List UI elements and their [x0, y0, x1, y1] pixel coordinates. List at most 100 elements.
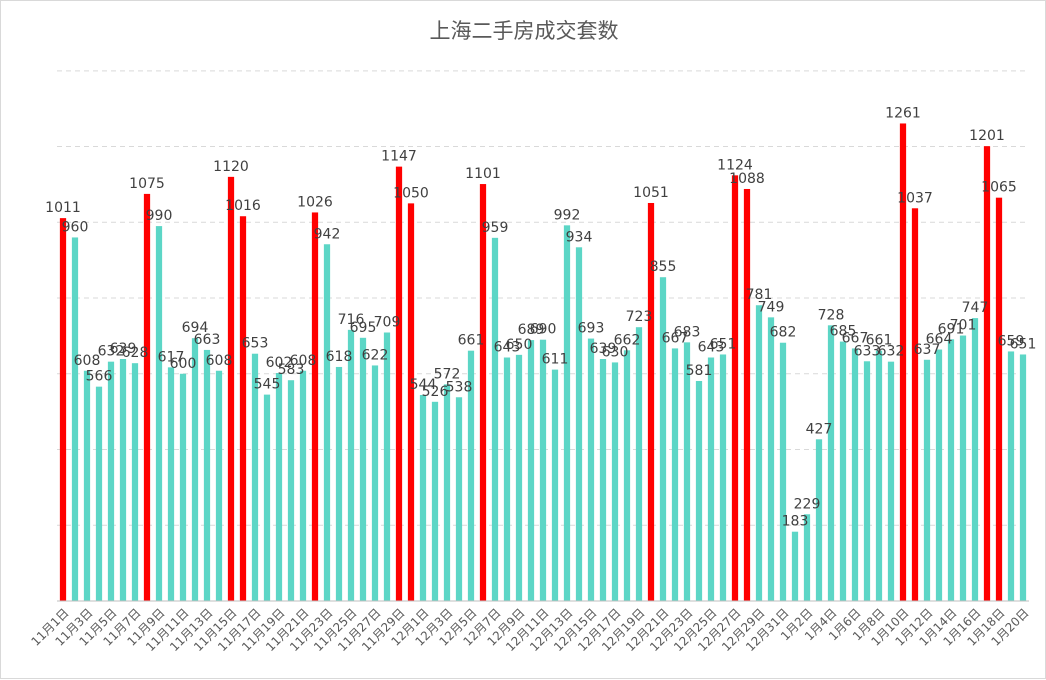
- bar: [443, 384, 451, 601]
- bar: [815, 439, 823, 601]
- data-label: 544: [410, 377, 437, 393]
- bar: [311, 212, 319, 601]
- bar: [863, 361, 871, 601]
- data-label: 662: [614, 332, 641, 348]
- bar: [407, 203, 415, 601]
- data-label: 694: [182, 320, 209, 336]
- bar: [623, 350, 631, 601]
- data-label: 545: [254, 377, 281, 393]
- data-label: 572: [434, 366, 461, 382]
- data-label: 685: [830, 324, 857, 340]
- data-label: 637: [914, 342, 941, 358]
- bar: [263, 394, 271, 601]
- data-label: 653: [242, 336, 269, 352]
- bar: [803, 514, 811, 601]
- bar: [143, 193, 151, 601]
- bar: [587, 338, 595, 601]
- bar: [83, 370, 91, 601]
- data-label: 628: [122, 345, 149, 361]
- bar: [923, 359, 931, 601]
- data-label: 1075: [129, 176, 165, 192]
- data-label: 229: [794, 496, 821, 512]
- bar: [371, 365, 379, 601]
- bar: [707, 357, 715, 601]
- data-label: 1201: [969, 128, 1005, 144]
- bar: [503, 357, 511, 601]
- data-label: 639: [590, 341, 617, 357]
- bar: [251, 353, 259, 601]
- data-label: 1051: [633, 185, 669, 201]
- bar: [731, 175, 739, 601]
- bar: [647, 202, 655, 602]
- data-label: 183: [782, 514, 809, 530]
- bar: [299, 370, 307, 601]
- bars: [59, 123, 1027, 602]
- data-label: 693: [578, 321, 605, 337]
- data-label: 992: [554, 207, 581, 223]
- data-label: 600: [170, 356, 197, 372]
- data-label: 661: [866, 333, 893, 349]
- bar: [755, 305, 763, 601]
- data-label: 639: [110, 341, 137, 357]
- bar: [287, 380, 295, 601]
- data-label: 632: [98, 344, 125, 360]
- data-label: 1016: [225, 198, 261, 214]
- bar: [659, 277, 667, 601]
- data-label: 667: [842, 330, 869, 346]
- bar: [767, 317, 775, 601]
- bar: [227, 176, 235, 602]
- bar: [935, 349, 943, 601]
- bar: [875, 350, 883, 601]
- data-label: 701: [950, 318, 977, 334]
- bar: [179, 373, 187, 601]
- data-label: 1261: [885, 105, 921, 121]
- bar: [611, 362, 619, 601]
- bar: [215, 370, 223, 601]
- data-label: 608: [290, 353, 317, 369]
- bar: [671, 348, 679, 601]
- bar: [539, 339, 547, 601]
- data-label: 632: [878, 344, 905, 360]
- data-label: 747: [962, 300, 989, 316]
- data-label: 651: [1010, 336, 1037, 352]
- data-label: 617: [158, 349, 185, 365]
- chart-title: 上海二手房成交套数: [429, 19, 619, 43]
- data-label: 538: [446, 379, 473, 395]
- data-label: 690: [530, 322, 557, 338]
- bar: [515, 354, 523, 601]
- data-label: 1011: [45, 200, 81, 216]
- data-label: 1065: [981, 180, 1017, 196]
- data-label: 643: [494, 340, 521, 356]
- data-label: 664: [926, 332, 953, 348]
- bar: [107, 361, 115, 601]
- data-label: 650: [506, 337, 533, 353]
- data-label: 959: [482, 220, 509, 236]
- bar: [191, 338, 199, 601]
- bar: [431, 401, 439, 601]
- data-label: 663: [194, 332, 221, 348]
- bar: [395, 166, 403, 601]
- bar: [839, 341, 847, 601]
- data-label: 855: [650, 259, 677, 275]
- data-label: 608: [74, 353, 101, 369]
- data-label: 1037: [897, 190, 933, 206]
- bar: [635, 327, 643, 601]
- bar: [239, 216, 247, 602]
- data-label: 682: [770, 325, 797, 341]
- data-label: 611: [542, 352, 569, 368]
- data-label: 643: [698, 340, 725, 356]
- data-label: 602: [266, 355, 293, 371]
- bar: [791, 531, 799, 601]
- bar: [947, 339, 955, 601]
- bar: [959, 335, 967, 601]
- bar: [383, 332, 391, 601]
- bar: [563, 225, 571, 601]
- data-label: 960: [62, 219, 89, 235]
- bar: [551, 369, 559, 601]
- data-label: 1124: [717, 157, 753, 173]
- bar: [683, 342, 691, 601]
- data-label: 618: [326, 349, 353, 365]
- bar: [419, 394, 427, 601]
- data-label: 683: [674, 324, 701, 340]
